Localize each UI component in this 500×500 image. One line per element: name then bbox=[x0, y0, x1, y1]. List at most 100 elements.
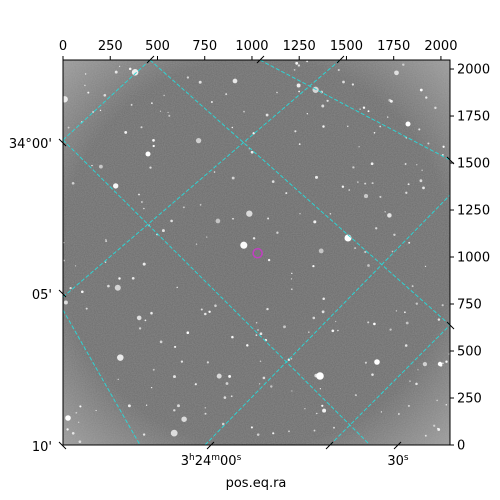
star bbox=[389, 99, 393, 103]
star bbox=[276, 91, 278, 94]
star bbox=[354, 247, 357, 250]
star bbox=[416, 164, 418, 166]
star bbox=[375, 227, 378, 230]
star bbox=[149, 166, 152, 169]
star bbox=[267, 217, 270, 220]
world-tick bbox=[446, 156, 455, 165]
star bbox=[425, 96, 428, 99]
star bbox=[104, 261, 107, 263]
star bbox=[437, 427, 439, 430]
star-field bbox=[63, 60, 450, 444]
star bbox=[99, 109, 102, 112]
x-tick-label: 750 bbox=[192, 39, 217, 54]
star bbox=[63, 300, 68, 305]
star bbox=[259, 360, 262, 362]
star bbox=[322, 408, 327, 413]
world-tick bbox=[256, 55, 265, 64]
ra-label-24m00s: 3h24m00s bbox=[181, 453, 242, 469]
star bbox=[367, 110, 370, 113]
star bbox=[407, 404, 410, 407]
star bbox=[105, 240, 108, 243]
star bbox=[95, 409, 97, 412]
star bbox=[298, 90, 300, 93]
x-tick-label: 2000 bbox=[424, 39, 457, 54]
x-tick-label: 1250 bbox=[283, 39, 316, 54]
star bbox=[195, 243, 198, 245]
star bbox=[243, 110, 245, 113]
star bbox=[180, 360, 184, 363]
star bbox=[341, 185, 345, 188]
grid-line bbox=[63, 60, 151, 141]
world-tick bbox=[146, 55, 155, 64]
star bbox=[105, 239, 107, 241]
bright-star bbox=[65, 415, 71, 421]
x-tick-label: 1000 bbox=[235, 39, 268, 54]
sky-image bbox=[63, 60, 450, 445]
star bbox=[181, 416, 187, 422]
star bbox=[144, 319, 147, 322]
y-tick-label: 500 bbox=[457, 345, 482, 360]
star bbox=[142, 433, 146, 436]
star bbox=[142, 262, 146, 266]
star bbox=[276, 231, 279, 234]
star bbox=[422, 186, 425, 190]
ra-label-30s: 30s bbox=[387, 453, 409, 469]
star bbox=[216, 373, 222, 379]
star bbox=[252, 237, 256, 240]
star bbox=[128, 67, 132, 71]
star bbox=[186, 76, 190, 79]
star bbox=[319, 388, 322, 390]
star bbox=[170, 429, 178, 437]
star bbox=[313, 429, 316, 432]
image-noise bbox=[63, 60, 450, 445]
star bbox=[415, 302, 418, 305]
star bbox=[213, 171, 216, 173]
star bbox=[306, 60, 308, 63]
star bbox=[240, 241, 248, 249]
star bbox=[255, 322, 258, 324]
star bbox=[199, 204, 202, 206]
star bbox=[407, 183, 410, 186]
star bbox=[124, 130, 128, 134]
star bbox=[252, 132, 255, 135]
star bbox=[63, 259, 66, 262]
star bbox=[131, 68, 139, 76]
star bbox=[71, 181, 75, 185]
star bbox=[295, 61, 299, 65]
star bbox=[357, 181, 359, 183]
dec-label-10: 10' bbox=[32, 440, 52, 455]
star bbox=[206, 236, 208, 238]
star bbox=[445, 360, 448, 363]
star bbox=[299, 213, 301, 215]
star bbox=[145, 404, 148, 406]
star bbox=[107, 284, 110, 288]
star bbox=[214, 304, 217, 307]
star bbox=[87, 91, 90, 94]
star bbox=[225, 93, 228, 96]
star bbox=[80, 290, 84, 294]
star bbox=[250, 426, 253, 429]
target-marker-circle bbox=[252, 247, 263, 259]
star bbox=[69, 286, 72, 290]
star bbox=[92, 111, 94, 113]
bright-star bbox=[437, 361, 443, 367]
star bbox=[152, 368, 155, 371]
star bbox=[223, 396, 227, 399]
star bbox=[143, 207, 145, 210]
bright-star bbox=[374, 359, 380, 365]
star bbox=[182, 206, 185, 209]
x-tick-label: 1750 bbox=[377, 39, 410, 54]
star bbox=[290, 278, 293, 280]
world-tick bbox=[336, 55, 345, 64]
star bbox=[441, 304, 444, 307]
star bbox=[177, 404, 180, 408]
star bbox=[79, 405, 82, 408]
star bbox=[272, 432, 275, 435]
star bbox=[424, 434, 427, 437]
star bbox=[417, 369, 419, 371]
star bbox=[140, 200, 143, 204]
dec-label-05: 05' bbox=[32, 288, 52, 303]
y-tick-label: 1250 bbox=[457, 204, 490, 219]
star bbox=[373, 132, 376, 134]
star bbox=[103, 93, 107, 97]
